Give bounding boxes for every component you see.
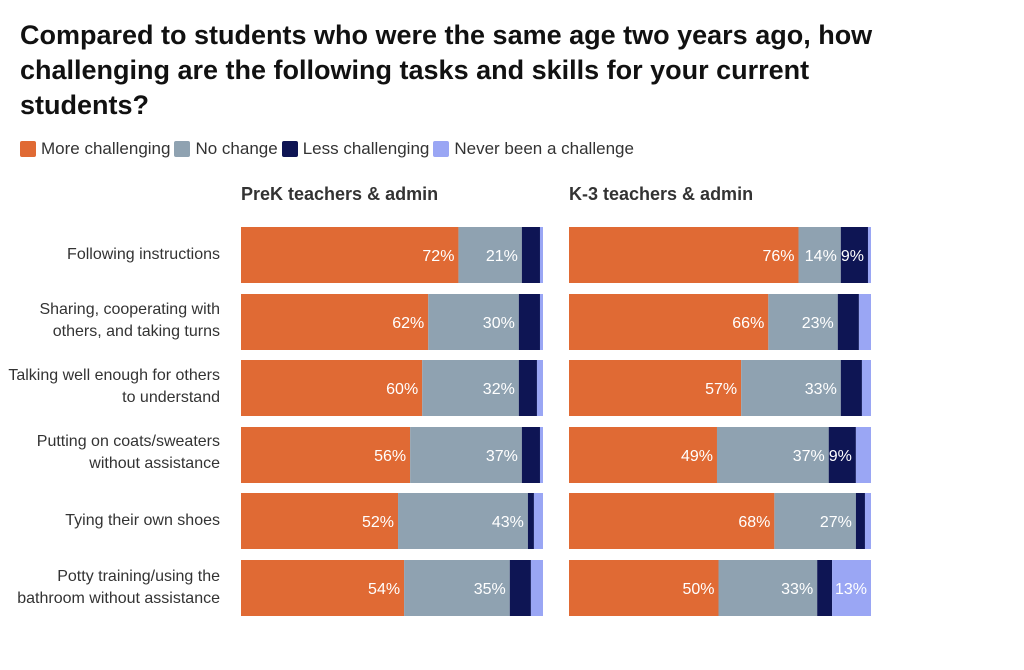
bar-segment-never-been-a-challenge [536,360,543,416]
bar-segment-no-change [458,227,522,283]
bar-segment-more-challenging [241,560,405,616]
data-label-no-change: 35% [474,581,506,598]
bar-segment-never-been-a-challenge [539,427,543,483]
bar-segment-more-challenging [241,360,423,416]
data-label-no-change: 27% [820,514,852,531]
data-label-more-challenging: 50% [682,581,714,598]
bar-segment-less-challenging [840,360,862,416]
data-label-more-challenging: 57% [705,381,737,398]
data-label-more-challenging: 49% [681,448,713,465]
legend-label-no-change: No change [195,139,278,158]
bar-segment-no-change [798,227,841,283]
panel-title-k3: K-3 teachers & admin [569,184,754,204]
bar-segment-no-change [716,427,829,483]
data-label-no-change: 43% [492,514,524,531]
bar-segment-no-change [398,493,528,549]
bar-segment-more-challenging [241,493,399,549]
bar-segment-more-challenging [241,427,411,483]
chart-title: Compared to students who were the same a… [20,20,873,120]
bar-segment-less-challenging [518,360,537,416]
bar-segment-less-challenging [840,227,868,283]
bar-segment-more-challenging [241,294,429,350]
bar-segment-less-challenging [509,560,531,616]
row-label-sharing: Sharing, cooperating with others, and ta… [39,301,220,340]
data-label-no-change: 37% [793,448,825,465]
legend-swatch-no-change [174,141,191,157]
data-label-no-change: 14% [805,248,837,265]
data-label-no-change: 23% [802,315,834,332]
bar-segment-never-been-a-challenge [858,294,871,350]
legend-item-more-challenging: More challenging [20,139,170,159]
row-label-talking: Talking well enough for others to unders… [8,367,220,406]
legend: More challenging No change Less challeng… [20,139,638,159]
bar-segment-less-challenging [855,493,865,549]
legend-item-less-challenging: Less challenging [281,139,430,159]
bar-segment-never-been-a-challenge [867,227,871,283]
bar-segment-never-been-a-challenge [533,493,543,549]
bar-segment-never-been-a-challenge [539,227,543,283]
data-label-more-challenging: 62% [392,315,424,332]
bar-segment-less-challenging [518,294,540,350]
bar-segment-no-change [741,360,841,416]
data-label-no-change: 33% [805,381,837,398]
bar-segment-never-been-a-challenge [861,360,871,416]
bar-segment-no-change [410,427,522,483]
data-label-never-been-a-challenge: 13% [835,581,867,598]
data-label-more-challenging: 72% [422,248,454,265]
legend-swatch-more-challenging [20,141,36,157]
data-label-no-change: 32% [483,381,515,398]
data-label-more-challenging: 68% [738,514,770,531]
bar-segment-less-challenging [837,294,859,350]
data-label-more-challenging: 66% [732,315,764,332]
data-label-less-challenging: 9% [829,448,852,465]
bar-segment-more-challenging [569,560,719,616]
bar-segment-less-challenging [521,427,540,483]
data-label-no-change: 30% [483,315,515,332]
data-label-no-change: 37% [486,448,518,465]
bar-segment-more-challenging [569,294,769,350]
legend-swatch-less-challenging [281,141,298,157]
data-label-no-change: 33% [781,581,813,598]
data-label-less-challenging: 9% [841,248,864,265]
legend-label-never-been-a-challenge: Never been a challenge [454,139,634,158]
bar-segment-more-challenging [241,227,459,283]
row-label-coats: Putting on coats/sweaters without assist… [36,433,220,472]
bar-segment-never-been-a-challenge [530,560,543,616]
row-label-shoes: Tying their own shoes [65,512,220,529]
legend-item-never-been-a-challenge: Never been a challenge [433,139,634,159]
data-label-more-challenging: 52% [362,514,394,531]
legend-label-more-challenging: More challenging [41,139,171,158]
bar-segment-no-change [774,493,856,549]
bar-segment-less-challenging [527,493,534,549]
bar-segment-less-challenging [817,560,833,616]
data-label-no-change: 21% [486,248,518,265]
bar-segment-never-been-a-challenge [539,294,543,350]
bar-segment-no-change [422,360,519,416]
data-label-more-challenging: 54% [368,581,400,598]
bar-segment-more-challenging [569,360,742,416]
bar-segment-never-been-a-challenge [864,493,871,549]
bar-segment-more-challenging [569,493,775,549]
bar-segment-never-been-a-challenge [855,427,871,483]
data-label-more-challenging: 76% [762,248,794,265]
bar-segment-more-challenging [569,427,717,483]
bar-segment-no-change [768,294,838,350]
bar-segment-no-change [428,294,519,350]
bar-segment-never-been-a-challenge [832,560,871,616]
panel-title-prek: PreK teachers & admin [241,184,439,204]
bar-segment-no-change [404,560,510,616]
bar-segment-less-challenging [828,427,856,483]
data-label-more-challenging: 56% [374,448,406,465]
row-label-following-instructions: Following instructions [67,246,220,263]
data-label-more-challenging: 60% [386,381,418,398]
bar-segment-less-challenging [521,227,540,283]
legend-item-no-change: No change [174,139,278,159]
row-label-potty: Potty training/using the bathroom withou… [17,568,220,607]
bar-segment-no-change [718,560,818,616]
legend-swatch-never-been-a-challenge [433,141,450,157]
bar-segment-more-challenging [569,227,799,283]
legend-label-less-challenging: Less challenging [302,139,430,158]
